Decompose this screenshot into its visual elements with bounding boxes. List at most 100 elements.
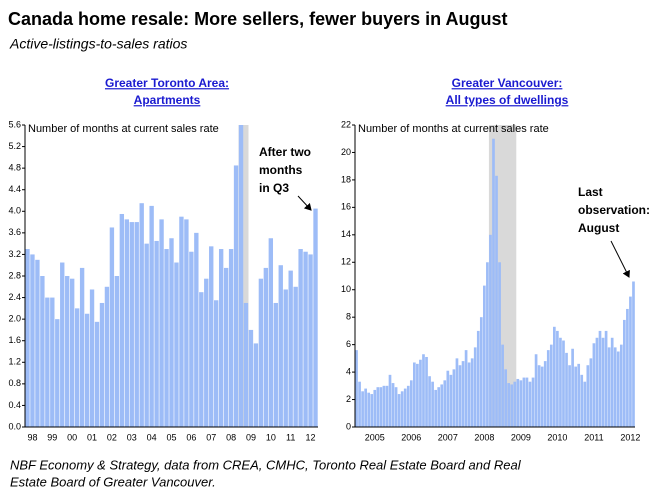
bar (483, 285, 486, 427)
y-tick-label: 2.8 (8, 270, 21, 280)
bar (553, 326, 556, 427)
bar (209, 246, 214, 427)
x-tick-label: 2010 (547, 432, 567, 442)
bar (577, 363, 581, 427)
y-tick-label: 2.0 (8, 314, 21, 324)
bar (278, 265, 283, 427)
bar (94, 321, 100, 427)
bar (283, 289, 288, 427)
bar (258, 278, 264, 427)
bar (159, 219, 164, 427)
bar (486, 262, 489, 427)
y-tick-label: 0.8 (8, 378, 21, 388)
bar (84, 313, 90, 427)
bar (458, 365, 462, 427)
bar (55, 319, 60, 427)
bar (616, 351, 620, 427)
bar (626, 308, 629, 427)
bar (364, 388, 367, 427)
bar (184, 219, 189, 427)
bar (179, 216, 184, 427)
bar (607, 347, 611, 427)
x-tick-label: 00 (67, 432, 77, 442)
bar (413, 362, 416, 427)
bar (263, 267, 269, 427)
bar (562, 340, 565, 427)
bar (528, 381, 532, 427)
y-tick-label: 22 (341, 119, 351, 129)
bar (467, 362, 471, 427)
bar (595, 337, 599, 427)
bar (531, 377, 535, 427)
x-tick-label: 05 (166, 432, 176, 442)
bar (376, 387, 380, 427)
panel-title[interactable]: Greater Toronto Area: (105, 76, 229, 90)
bar (556, 330, 559, 427)
bar (400, 391, 404, 427)
annotation: August (578, 221, 619, 235)
bar (431, 381, 434, 427)
bar (540, 366, 544, 427)
x-tick-label: 01 (87, 432, 97, 442)
x-tick-label: 09 (246, 432, 256, 442)
bar (419, 359, 422, 427)
bar (104, 286, 110, 427)
bar (74, 308, 80, 427)
bar (204, 278, 209, 427)
panel-title[interactable]: Apartments (134, 93, 201, 107)
bar (45, 297, 50, 427)
y-tick-label: 10 (341, 284, 351, 294)
x-tick-label: 2012 (620, 432, 640, 442)
bar (461, 361, 465, 427)
bar (169, 238, 174, 427)
x-tick-label: 2005 (365, 432, 385, 442)
bar (476, 330, 480, 427)
bar (119, 213, 125, 427)
bar (382, 385, 386, 427)
y-tick-label: 2 (346, 394, 351, 404)
bar (144, 243, 149, 427)
bar (397, 394, 401, 427)
x-tick-label: 04 (147, 432, 157, 442)
bar (507, 383, 511, 427)
bar (422, 354, 425, 427)
y-tick-label: 0.0 (8, 421, 21, 431)
panel-title[interactable]: All types of dwellings (446, 93, 569, 107)
bar (580, 374, 584, 427)
bar (223, 267, 229, 427)
y-tick-label: 5.2 (8, 141, 21, 151)
x-tick-label: 98 (27, 432, 37, 442)
bar (358, 381, 361, 427)
x-tick-label: 99 (47, 432, 57, 442)
arrow (610, 240, 630, 278)
source: NBF Economy & Strategy, data from CREA, … (10, 457, 522, 472)
annotation: Last (578, 185, 603, 199)
bar (174, 262, 179, 427)
y-tick-label: 6 (346, 339, 351, 349)
bar (391, 383, 395, 427)
bar (464, 350, 468, 427)
x-tick-label: 2011 (584, 432, 603, 442)
bar (228, 249, 234, 427)
bar (510, 384, 514, 427)
y-tick-label: 4.4 (8, 184, 21, 194)
bar (134, 222, 139, 427)
bar (623, 319, 626, 427)
bar (492, 138, 495, 427)
y-tick-label: 2.4 (8, 292, 21, 302)
bar (99, 302, 105, 427)
y-tick-label: 1.2 (8, 357, 21, 367)
bar (574, 366, 577, 427)
bar (214, 300, 219, 427)
bar (129, 222, 134, 427)
bar (394, 387, 398, 427)
bar (164, 249, 169, 427)
bar (367, 392, 371, 427)
y-tick-label: 18 (341, 174, 351, 184)
bar (586, 365, 590, 427)
bar (501, 344, 504, 427)
bar (109, 227, 115, 427)
bar (124, 219, 129, 427)
bar (268, 238, 274, 427)
panel-title[interactable]: Greater Vancouver: (452, 76, 563, 90)
